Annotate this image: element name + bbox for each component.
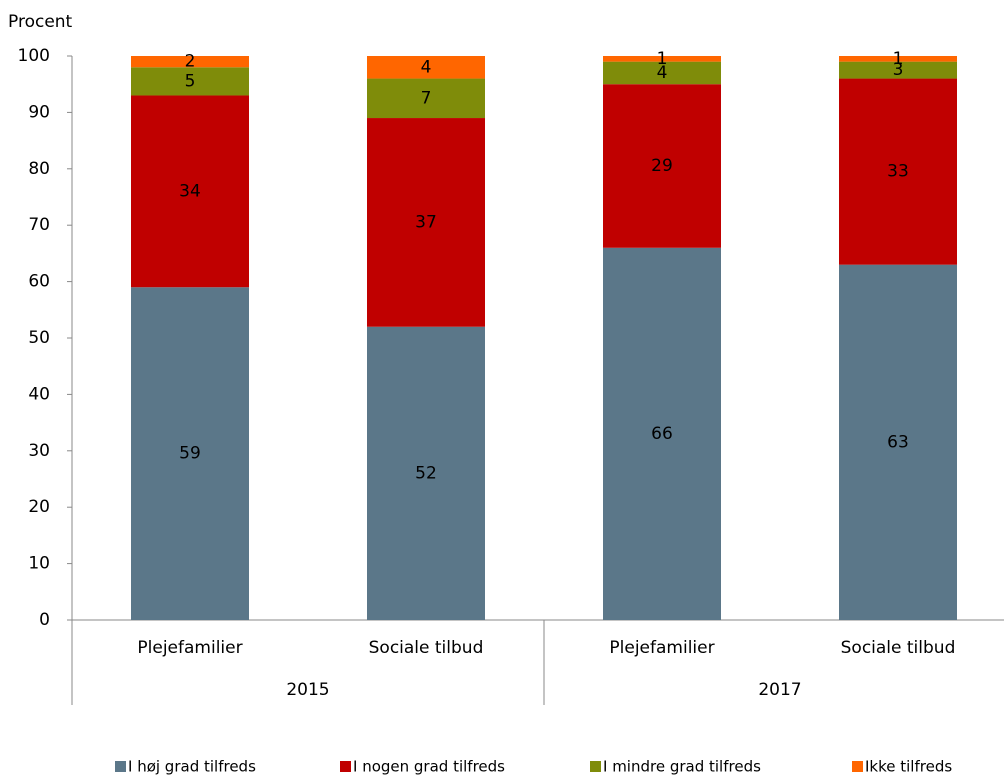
data-label: 37 [415, 212, 437, 232]
bar-segment [367, 118, 485, 327]
y-tick-label: 0 [39, 610, 50, 630]
bar-segment [839, 264, 957, 620]
bar-segment [131, 67, 249, 96]
legend-swatch [852, 761, 863, 772]
y-tick-label: 100 [18, 46, 50, 66]
legend-swatch [590, 761, 601, 772]
data-label: 63 [887, 432, 909, 452]
bar-segment [839, 56, 957, 62]
y-tick-label: 20 [28, 497, 50, 517]
data-label: 34 [179, 181, 201, 201]
legend-label: Ikke tilfreds [865, 758, 952, 776]
data-label: 29 [651, 156, 673, 176]
y-axis-label: Procent [8, 12, 73, 32]
y-tick-label: 40 [28, 384, 50, 404]
x-tick-label: Sociale tilbud [841, 638, 956, 658]
group-label: 2015 [286, 680, 329, 700]
data-label: 1 [657, 49, 668, 69]
data-label: 4 [657, 63, 668, 83]
y-tick-label: 60 [28, 272, 50, 292]
bar-segment [603, 84, 721, 248]
data-label: 52 [415, 463, 437, 483]
legend-swatch [340, 761, 351, 772]
data-label: 1 [893, 49, 904, 69]
y-tick-label: 70 [28, 215, 50, 235]
bar-segment [367, 56, 485, 79]
data-label: 7 [421, 88, 432, 108]
data-label: 4 [421, 57, 432, 77]
legend-swatch [115, 761, 126, 772]
data-label: 33 [887, 162, 909, 182]
bar-segment [367, 326, 485, 620]
group-label: 2017 [758, 680, 801, 700]
y-tick-label: 10 [28, 554, 50, 574]
bar-segment [839, 61, 957, 79]
legend-label: I mindre grad tilfreds [603, 758, 761, 776]
data-label: 3 [893, 60, 904, 80]
data-label: 5 [185, 71, 196, 91]
bar-segment [131, 95, 249, 288]
bar-segment [131, 56, 249, 68]
bar-segment [839, 78, 957, 265]
y-tick-label: 30 [28, 441, 50, 461]
bar-segment [603, 61, 721, 85]
x-tick-label: Plejefamilier [609, 638, 714, 658]
bar-segment [603, 56, 721, 62]
legend: I høj grad tilfreds I nogen grad tilfreds… [115, 758, 952, 776]
bar-segment [603, 247, 721, 620]
data-label: 66 [651, 424, 673, 444]
legend-label: I høj grad tilfreds [128, 758, 256, 776]
y-tick-label: 90 [28, 102, 50, 122]
x-tick-label: Plejefamilier [137, 638, 242, 658]
data-label: 59 [179, 444, 201, 464]
bar-segment [367, 78, 485, 119]
data-label: 2 [185, 52, 196, 72]
x-tick-label: Sociale tilbud [369, 638, 484, 658]
bar-segment [131, 287, 249, 620]
legend-label: I nogen grad tilfreds [353, 758, 505, 776]
y-tick-label: 80 [28, 159, 50, 179]
y-tick-label: 50 [28, 328, 50, 348]
